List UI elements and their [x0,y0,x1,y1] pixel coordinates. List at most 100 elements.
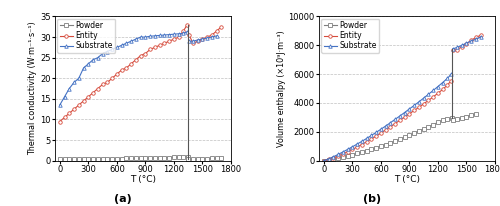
Powder [340,156,346,158]
Powder [392,140,398,142]
Powder [124,157,130,160]
Substrate [444,77,450,80]
Substrate [340,151,346,153]
Entity [171,38,177,40]
Powder [444,118,450,120]
Entity [359,143,365,146]
Entity [392,122,398,125]
Entity [86,96,91,98]
Substrate [180,32,186,35]
Entity [142,52,148,55]
Powder [344,155,350,157]
Entity [326,158,332,161]
Powder [71,158,77,160]
Entity [397,119,403,122]
Entity [184,23,190,26]
Substrate [171,33,177,35]
Substrate [406,108,412,110]
Line: Powder: Powder [322,116,454,162]
Powder [430,123,436,126]
Line: Substrate: Substrate [322,73,453,162]
Powder [378,145,384,147]
Entity [402,116,407,118]
Substrate [176,33,182,35]
Substrate [392,118,398,121]
Powder [156,157,162,159]
Substrate [114,46,120,49]
Substrate [448,73,454,75]
Substrate [368,134,374,137]
Powder [104,158,110,160]
Powder [406,134,412,137]
Entity [180,30,186,32]
Powder [166,156,172,159]
Powder [176,156,182,158]
Y-axis label: Volume enthalpy (×10⁹J·m⁻³): Volume enthalpy (×10⁹J·m⁻³) [277,30,286,147]
Entity [66,112,72,115]
Substrate [326,158,332,160]
Substrate [138,36,143,38]
Substrate [184,30,190,33]
Substrate [335,153,341,156]
Substrate [95,56,101,59]
Substrate [62,96,68,98]
Powder [114,157,120,160]
Substrate [330,156,336,158]
Powder [180,156,186,158]
Line: Substrate: Substrate [58,30,189,107]
Powder [426,126,432,128]
Powder [142,157,148,159]
Entity [128,63,134,65]
Entity [448,80,454,82]
Entity [80,100,86,102]
Entity [71,108,77,110]
Entity [426,99,432,102]
Substrate [156,34,162,37]
Substrate [166,33,172,36]
Entity [62,116,68,119]
Substrate [373,131,379,134]
Entity [162,42,168,44]
Powder [402,136,407,139]
Entity [152,46,158,49]
Powder [109,157,115,160]
Entity [354,146,360,148]
Substrate [100,52,105,55]
Text: (a): (a) [114,194,132,204]
Legend: Powder, Entity, Substrate: Powder, Entity, Substrate [58,19,116,53]
Powder [397,138,403,140]
Powder [368,148,374,150]
Substrate [359,140,365,143]
Entity [147,48,153,51]
Y-axis label: Thermal conductivity (W·m⁻¹·s⁻¹): Thermal conductivity (W·m⁻¹·s⁻¹) [28,22,38,156]
Powder [128,157,134,160]
Substrate [80,67,86,69]
Entity [430,96,436,98]
Entity [118,69,124,71]
Powder [185,155,191,158]
Powder [335,157,341,159]
Powder [95,158,101,160]
Powder [449,117,455,119]
Powder [420,128,426,130]
Entity [76,104,82,106]
Substrate [147,35,153,37]
Substrate [124,42,130,44]
Entity [364,140,370,143]
Line: Entity: Entity [58,23,189,123]
Substrate [104,50,110,53]
Powder [416,130,422,132]
Substrate [440,81,446,84]
Substrate [118,44,124,47]
Substrate [86,63,91,65]
Powder [359,151,365,153]
Substrate [416,101,422,103]
Powder [382,143,388,146]
Powder [330,158,336,160]
Powder [162,156,168,159]
Powder [147,157,153,159]
Entity [416,106,422,109]
Entity [368,138,374,140]
X-axis label: T (°C): T (°C) [130,175,156,184]
Substrate [71,81,77,84]
